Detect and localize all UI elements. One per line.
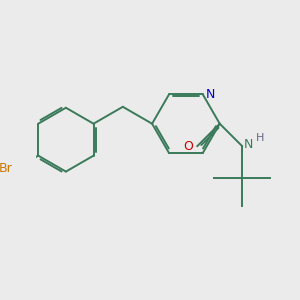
Text: N: N (244, 138, 254, 151)
Text: H: H (255, 133, 264, 143)
Text: O: O (183, 140, 193, 153)
Text: N: N (206, 88, 215, 101)
Text: Br: Br (0, 162, 13, 175)
